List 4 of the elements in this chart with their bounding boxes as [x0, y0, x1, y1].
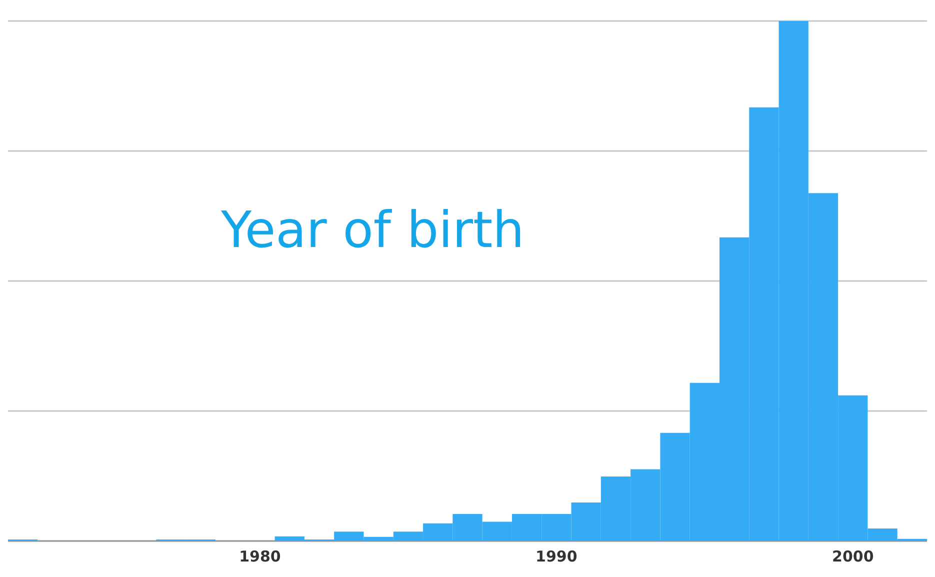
x-tick-label: 2000 — [832, 548, 874, 566]
x-tick-label: 1980 — [239, 548, 281, 566]
x-tick-label: 1990 — [536, 548, 578, 566]
text: Year of birth — [220, 201, 524, 259]
